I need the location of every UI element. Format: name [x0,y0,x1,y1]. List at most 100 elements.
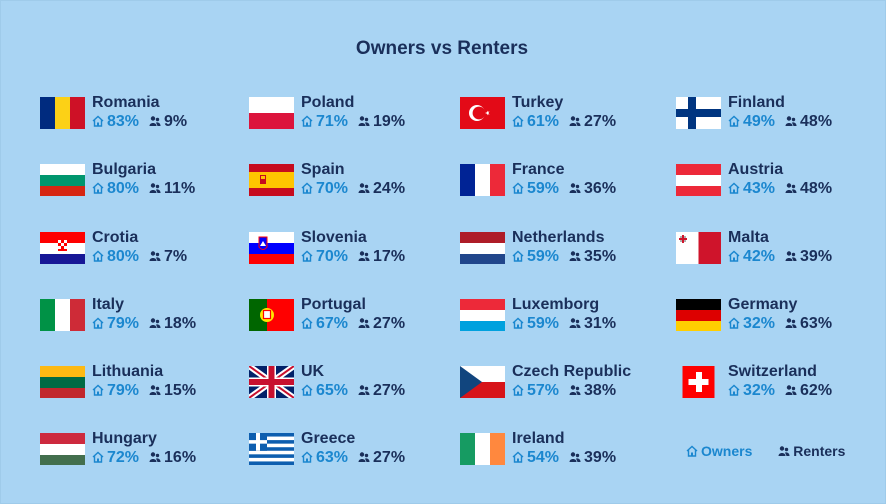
house-icon [92,384,104,396]
people-icon [785,385,797,395]
renters-value: 7% [164,248,188,265]
greece-flag-icon [249,433,294,465]
legend-owners: Owners [686,443,756,459]
czech-flag-icon [460,366,505,398]
people-icon [785,318,797,328]
country-name: UK [301,363,325,380]
renters-value: 19% [373,113,406,130]
renters-stat: 27% [358,382,405,399]
country-entry: Luxemborg 59% 31% [460,296,670,337]
renters-stat: 35% [569,248,616,265]
country-entry: Czech Republic 57% 38% [460,363,670,404]
renters-value: 27% [373,449,406,466]
country-entry: Slovenia 70% 17% [249,229,459,270]
house-icon [512,250,524,262]
people-icon [358,452,370,462]
country-stats: 83% 9% [92,113,187,131]
people-icon [358,116,370,126]
owners-stat: 32% [728,315,775,332]
country-entry: Turkey 61% 27% [460,94,670,135]
renters-stat: 62% [785,382,832,399]
house-icon [686,445,698,457]
owners-stat: 71% [301,113,348,130]
people-icon [785,183,797,193]
people-icon [569,116,581,126]
legend: Owners Renters [686,443,845,459]
house-icon [512,182,524,194]
country-stats: 79% 15% [92,382,196,400]
country-entry: Lithuania 79% 15% [40,363,250,404]
people-icon [569,183,581,193]
renters-stat: 36% [569,180,616,197]
renters-value: 36% [584,180,617,197]
renters-stat: 17% [358,248,405,265]
romania-flag-icon [40,97,85,129]
owners-value: 71% [316,113,349,130]
renters-value: 27% [584,113,617,130]
renters-stat: 48% [785,113,832,130]
country-entry: Ireland 54% 39% [460,430,670,471]
country-stats: 63% 27% [301,449,405,467]
house-icon [728,182,740,194]
country-entry: Bulgaria 80% 11% [40,161,250,202]
malta-flag-icon [676,232,721,264]
renters-stat: 16% [149,449,196,466]
owners-value: 79% [107,382,140,399]
renters-stat: 9% [149,113,187,130]
owners-stat: 61% [512,113,559,130]
country-name: Austria [728,161,784,178]
austria-flag-icon [676,164,721,196]
country-name: Romania [92,94,160,111]
country-stats: 80% 7% [92,248,187,266]
renters-stat: 48% [785,180,832,197]
renters-stat: 15% [149,382,196,399]
house-icon [92,451,104,463]
renters-value: 27% [373,382,406,399]
ireland-flag-icon [460,433,505,465]
country-entry: Netherlands 59% 35% [460,229,670,270]
country-stats: 61% 27% [512,113,616,131]
renters-value: 17% [373,248,406,265]
country-name: Germany [728,296,798,313]
country-entry: Finland 49% 48% [676,94,886,135]
country-entry: Greece 63% 27% [249,430,459,471]
country-entry: Poland 71% 19% [249,94,459,135]
luxembourg-flag-icon [460,299,505,331]
country-stats: 43% 48% [728,180,832,198]
house-icon [512,115,524,127]
country-stats: 59% 35% [512,248,616,266]
house-icon [728,250,740,262]
owners-stat: 59% [512,248,559,265]
finland-flag-icon [676,97,721,129]
people-icon [785,251,797,261]
renters-value: 16% [164,449,197,466]
country-stats: 70% 17% [301,248,405,266]
country-stats: 57% 38% [512,382,616,400]
owners-stat: 57% [512,382,559,399]
renters-value: 24% [373,180,406,197]
owners-value: 67% [316,315,349,332]
owners-stat: 83% [92,113,139,130]
country-name: France [512,161,565,178]
country-stats: 65% 27% [301,382,405,400]
owners-value: 43% [743,180,776,197]
renters-stat: 27% [569,113,616,130]
country-entry: France 59% 36% [460,161,670,202]
netherlands-flag-icon [460,232,505,264]
renters-stat: 24% [358,180,405,197]
owners-stat: 80% [92,180,139,197]
country-name: Finland [728,94,785,111]
renters-value: 39% [584,449,617,466]
spain-flag-icon [249,164,294,196]
owners-stat: 79% [92,382,139,399]
renters-value: 63% [800,315,833,332]
country-stats: 59% 31% [512,315,616,333]
country-entry: Romania 83% 9% [40,94,250,135]
croatia-flag-icon [40,232,85,264]
country-stats: 49% 48% [728,113,832,131]
bulgaria-flag-icon [40,164,85,196]
owners-stat: 70% [301,180,348,197]
house-icon [92,317,104,329]
country-stats: 32% 63% [728,315,832,333]
